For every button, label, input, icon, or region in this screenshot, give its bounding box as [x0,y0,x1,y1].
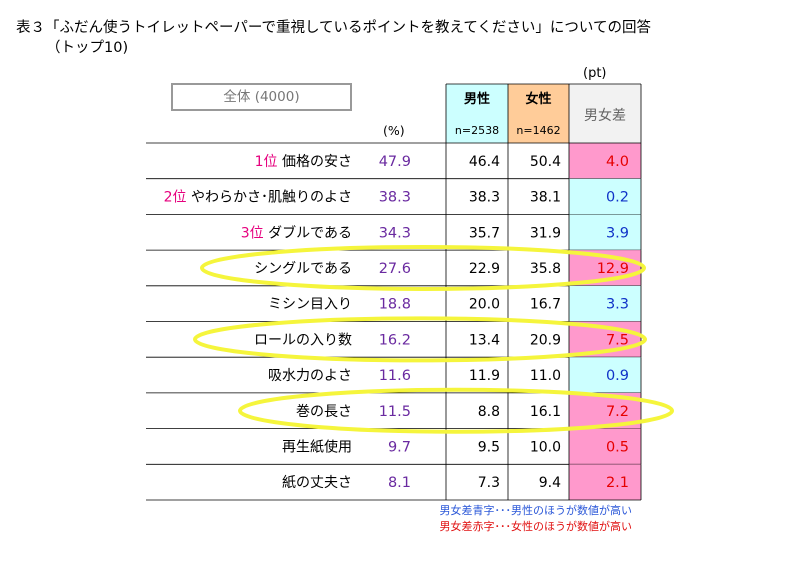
male-value: 38.3 [469,190,500,206]
item-label: 3位 ダブルである [241,224,352,241]
male-value: 13.4 [469,332,500,348]
rank-label: 2位 [164,190,191,206]
male-value: 11.9 [469,368,500,384]
diff-value: 3.3 [606,297,629,313]
total-value: 27.6 [379,261,411,277]
total-value: 34.3 [379,225,411,241]
total-value: 8.1 [388,475,411,491]
diff-value: 3.9 [606,225,629,241]
diff-value: 7.2 [606,404,629,420]
legend-notes: 男女差青字･･･男性のほうが数値が高い 男女差赤字･･･女性のほうが数値が高い [440,503,633,535]
female-value: 38.1 [530,190,561,206]
female-value: 16.7 [530,297,561,313]
item-label: ロールの入り数 [254,332,352,348]
female-sample-size: n=1462 [516,124,560,137]
diff-value: 2.1 [606,475,629,491]
item-name: ダブルである [268,224,352,241]
diff-value: 0.9 [606,368,629,384]
table-title: 表３「ふだん使うトイレットペーパーで重視しているポイントを教えてください」につい… [16,20,651,36]
item-label: シングルである [254,261,352,277]
female-value: 35.8 [530,261,561,277]
item-label: 紙の丈夫さ [282,475,352,491]
diff-cell [569,357,641,393]
pt-unit-label: (pt) [583,66,607,81]
male-value: 46.4 [469,154,500,170]
female-value: 9.4 [539,475,561,491]
female-value: 10.0 [530,439,561,455]
diff-cell [569,143,641,179]
male-value: 35.7 [469,225,500,241]
female-value: 11.0 [530,368,561,384]
diff-value: 7.5 [606,332,629,348]
female-value: 50.4 [530,154,561,170]
note-blue: 男女差青字･･･男性のほうが数値が高い [439,504,633,517]
male-value: 22.9 [469,261,500,277]
total-value: 11.6 [379,368,411,384]
table-subtitle: （トップ10) [46,40,129,56]
diff-value: 0.5 [606,439,629,455]
male-value: 8.8 [478,404,500,420]
diff-value: 0.2 [606,190,629,206]
diff-cell [569,214,641,251]
item-label: 吸水力のよさ [268,368,352,384]
total-value: 11.5 [379,404,411,420]
diff-value: 12.9 [597,261,629,277]
rank-label: 3位 [241,225,268,241]
item-name: 価格の安さ [282,154,352,170]
total-value: 18.8 [379,297,411,313]
female-value: 16.1 [530,404,561,420]
highlight-ellipse [238,387,674,434]
rank-label: 1位 [255,154,282,170]
item-label: 再生紙使用 [282,438,352,455]
female-value: 31.9 [530,225,561,241]
female-header-cell [508,84,569,143]
item-label: 巻の長さ [296,404,352,420]
diff-cell [569,178,641,215]
diff-header-cell [569,84,641,143]
note-red: 男女差赤字･･･女性のほうが数値が高い [439,520,633,533]
diff-header-label: 男女差 [584,107,626,124]
diff-cell [569,285,641,322]
percent-unit-label: (%) [383,123,405,138]
male-value: 20.0 [469,297,500,313]
total-value: 38.3 [379,190,411,206]
diff-cell [569,464,641,500]
female-header-label: 女性 [525,91,551,107]
female-value: 20.9 [530,332,561,348]
item-name: やわらかさ･肌触りのよさ [191,190,352,206]
total-value: 47.9 [379,154,411,170]
overall-sample-box: 全体 (4000) [171,83,352,111]
male-value: 7.3 [478,475,500,491]
item-label: ミシン目入り [268,297,352,313]
item-label: 1位 価格の安さ [255,154,352,170]
highlight-ellipse [200,244,646,291]
total-value: 9.7 [388,439,411,455]
item-label: 2位 やわらかさ･肌触りのよさ [164,190,352,206]
diff-cell [569,428,641,465]
male-value: 9.5 [478,439,500,455]
male-header-label: 男性 [464,91,490,107]
male-sample-size: n=2538 [455,124,499,137]
highlight-ellipse [193,316,647,363]
overall-sample-label: 全体 (4000) [223,89,300,105]
male-header-cell [446,84,508,143]
diff-value: 4.0 [606,154,629,170]
total-value: 16.2 [379,332,411,348]
